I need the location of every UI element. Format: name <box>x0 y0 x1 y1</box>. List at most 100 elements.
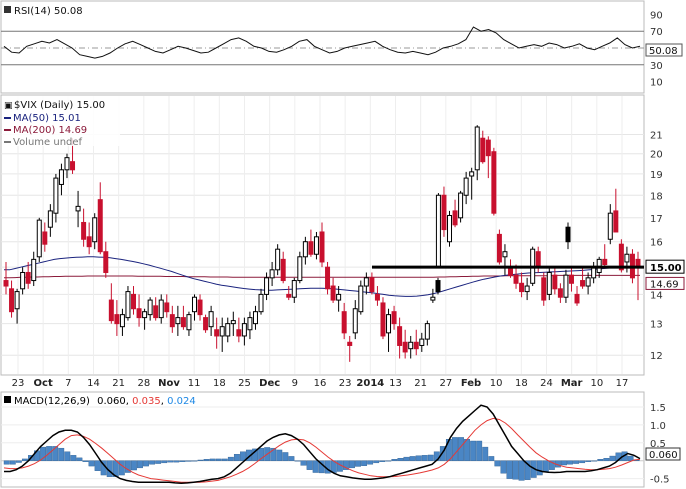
rsi-label-swatch <box>4 6 11 13</box>
macd-histogram-bar <box>548 460 555 470</box>
macd-histogram-bar <box>591 460 598 462</box>
candle-up <box>230 320 236 325</box>
macd-label-hist: 0.024 <box>167 396 196 407</box>
macd-histogram-bar <box>94 460 101 471</box>
macd-tick-label: 0.5 <box>650 439 666 450</box>
x-axis-label: 23 <box>12 378 25 389</box>
macd-histogram-bar <box>397 458 404 461</box>
candle-down <box>308 241 314 255</box>
candle-up <box>336 293 342 301</box>
macd-histogram-bar <box>143 460 149 467</box>
price-tick-label: 17 <box>650 214 663 225</box>
candle-down <box>203 317 209 331</box>
macd-histogram-bar <box>609 455 616 461</box>
macd-histogram-bar <box>288 456 295 461</box>
price-title-icon: ▣ <box>4 101 13 111</box>
macd-histogram-bar <box>452 437 458 461</box>
candle-down <box>374 293 380 301</box>
macd-histogram-bar <box>21 458 28 461</box>
rsi-label-bg <box>2 3 92 16</box>
candle-down <box>3 280 9 287</box>
x-axis-label: Dec <box>259 378 280 389</box>
macd-histogram-bar <box>185 460 192 462</box>
candle-down <box>541 277 547 301</box>
macd-histogram-bar <box>15 460 22 463</box>
macd-histogram-bar <box>179 460 186 462</box>
macd-histogram-bar <box>379 460 386 462</box>
macd-histogram-bar <box>421 455 428 461</box>
candle-down <box>214 329 220 337</box>
candle-down <box>319 231 325 263</box>
macd-histogram-bar <box>343 460 349 470</box>
price-tick-label: 18 <box>650 191 663 202</box>
candle-up <box>419 338 425 346</box>
candle-up <box>591 266 597 279</box>
macd-histogram-bar <box>542 460 549 473</box>
candle-up <box>469 171 475 177</box>
candle-down <box>574 293 580 304</box>
macd-histogram-bar <box>385 460 392 462</box>
candle-down <box>169 314 175 328</box>
candle-up <box>191 296 197 313</box>
candle-up <box>75 205 81 212</box>
price-tick-label: 12 <box>650 351 663 362</box>
candle-up <box>208 311 214 328</box>
candle-down <box>197 299 203 316</box>
macd-value-label: 0.060 <box>649 450 678 461</box>
macd-histogram-bar <box>445 439 452 461</box>
candle-up <box>247 317 253 331</box>
macd-histogram-bar <box>585 460 592 462</box>
candle-up <box>58 169 64 185</box>
x-axis-label: 10 <box>490 378 503 389</box>
candle-down <box>413 341 419 350</box>
x-axis-label: Nov <box>158 378 180 389</box>
candle-up <box>92 217 98 243</box>
candle-up <box>502 251 508 258</box>
candle-down <box>9 288 15 313</box>
macd-histogram-bar <box>403 456 410 461</box>
candle-up <box>430 296 436 301</box>
macd-histogram-bar <box>367 460 374 465</box>
x-axis-label: 18 <box>213 378 226 389</box>
candle-down <box>86 236 92 248</box>
macd-label-bg <box>2 393 220 406</box>
macd-histogram-bar <box>579 460 586 464</box>
x-axis-label: 11 <box>188 378 201 389</box>
macd-histogram-bar <box>500 460 507 474</box>
candle-up <box>175 317 181 325</box>
macd-signal-line <box>3 417 641 483</box>
candle-up <box>119 314 125 328</box>
macd-histogram-bar <box>627 455 634 461</box>
candle-up <box>474 126 480 171</box>
macd-panel: MACD(12,26,9) 0.060, 0.035, 0.024 1.5 1.0… <box>0 391 681 488</box>
candle-up <box>142 311 148 319</box>
candle-up <box>258 293 264 313</box>
price-tick-label: 21 <box>650 130 663 141</box>
macd-histogram-bar <box>488 456 495 461</box>
candle-up <box>158 299 164 319</box>
candle-down <box>369 277 375 293</box>
x-axis-label: 21 <box>414 378 427 389</box>
candle-down <box>535 251 541 268</box>
macd-histogram-bar <box>597 459 604 461</box>
macd-histogram-bar <box>391 459 398 461</box>
macd-histogram-bar <box>258 447 265 461</box>
rsi-tick-label: 90 <box>650 10 663 21</box>
macd-histogram-bar <box>221 458 228 461</box>
candle-up <box>225 323 231 337</box>
candle-down <box>580 280 586 287</box>
candle-down <box>602 258 608 266</box>
macd-histogram-bar <box>88 460 95 467</box>
candle-down <box>496 233 502 263</box>
candle-up <box>219 326 225 337</box>
candle-down <box>153 305 159 319</box>
candle-down <box>380 302 386 337</box>
macd-histogram-bar <box>300 460 307 466</box>
candle-down <box>280 258 286 282</box>
macd-histogram-bar <box>137 460 143 469</box>
macd-histogram-bar <box>155 460 162 464</box>
candle-down <box>136 308 142 319</box>
macd-histogram-bar <box>518 460 525 481</box>
macd-label-macd: 0.060 <box>97 396 126 407</box>
macd-histogram-bar <box>270 447 277 461</box>
